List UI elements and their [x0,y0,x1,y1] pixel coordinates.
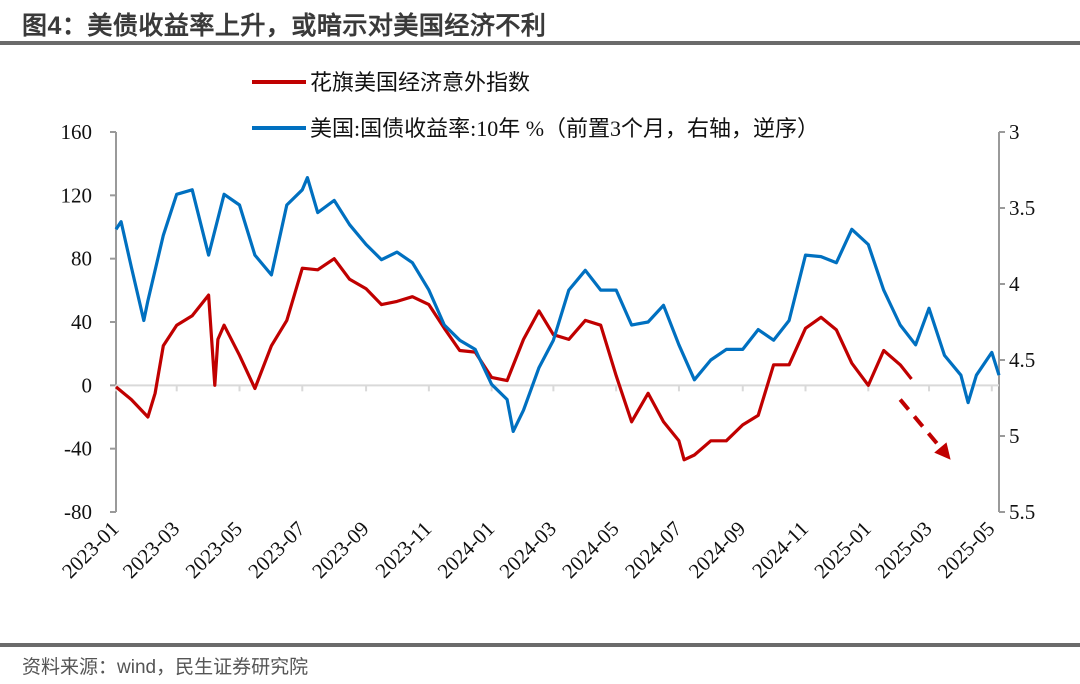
x-axis-tick-label: 2024-11 [747,517,813,583]
legend-label: 美国:国债收益率:10年 %（前置3个月，右轴，逆序） [310,116,819,141]
left-axis-tick-label: -80 [64,500,92,524]
left-axis-tick-label: 80 [71,247,92,271]
x-axis-tick-label: 2023-03 [118,517,184,583]
trend-arrow-head-icon [934,442,951,460]
left-axis-tick-label: 160 [61,120,93,144]
x-axis-tick-label: 2025-05 [933,517,999,583]
x-axis-tick-label: 2024-03 [494,517,560,583]
x-axis-tick-label: 2024-01 [433,517,499,583]
x-axis-tick-label: 2024-05 [557,517,623,583]
source-note: 资料来源：wind，民生证券研究院 [22,657,309,678]
x-axis-tick-label: 2023-01 [57,517,123,583]
left-axis-tick-label: 40 [71,310,92,334]
x-axis-tick-label: 2024-09 [684,517,750,583]
x-axis-tick-label: 2023-05 [181,517,247,583]
x-axis-tick-label: 2023-07 [243,517,309,583]
trend-arrow-shaft [898,398,942,449]
left-axis-tick-label: -40 [64,437,92,461]
x-axis-tick-label: 2025-03 [870,517,936,583]
right-axis-tick-label: 3.5 [1009,196,1035,220]
footer-divider [0,643,1080,647]
legend-label: 花旗美国经济意外指数 [310,70,530,95]
right-axis-tick-label: 4.5 [1009,348,1035,372]
right-axis-tick-label: 5.5 [1009,500,1035,524]
x-axis-tick-label: 2025-01 [809,517,875,583]
title-divider [0,41,1080,45]
x-axis-tick-label: 2023-09 [307,517,373,583]
right-axis-tick-label: 5 [1009,424,1020,448]
right-axis-tick-label: 4 [1009,272,1020,296]
left-axis-tick-label: 120 [61,183,93,207]
right-axis-tick-label: 3 [1009,120,1020,144]
series-line-us-10y-yield [114,176,1001,433]
chart-title: 图4：美债收益率上升，或暗示对美国经济不利 [22,12,547,40]
series-line-citi-surprise-index [114,257,913,462]
x-axis-tick-label: 2023-11 [370,517,436,583]
x-axis-tick-label: 2024-07 [620,517,686,583]
left-axis-tick-label: 0 [82,373,93,397]
